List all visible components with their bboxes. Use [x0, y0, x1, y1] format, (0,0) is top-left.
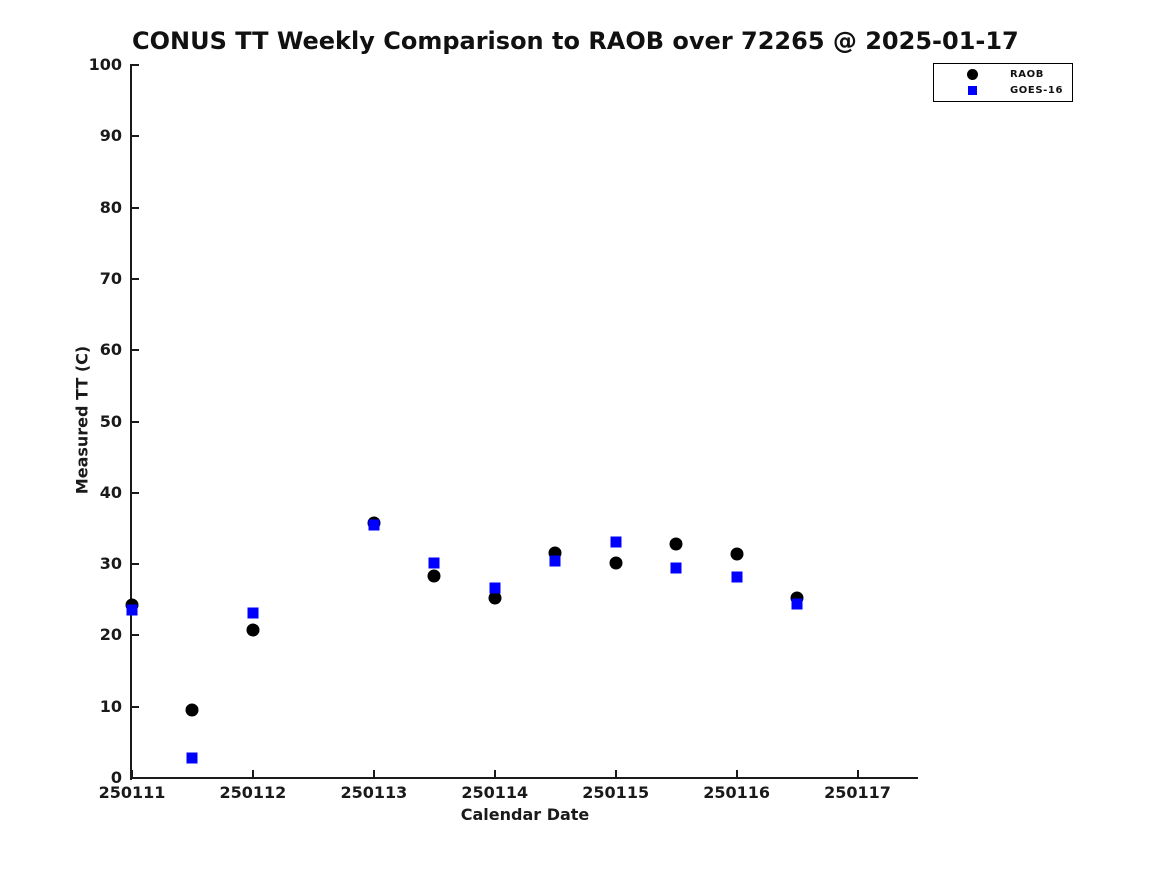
- y-axis-tick-label: 70: [99, 268, 122, 288]
- y-axis-tick: [132, 349, 139, 352]
- x-axis-tick-label: 250111: [98, 783, 166, 802]
- x-axis-tick: [372, 770, 375, 777]
- legend-label-raob: RAOB: [1010, 69, 1044, 80]
- data-point-goes-16: [126, 604, 138, 616]
- data-point-goes-16: [489, 582, 501, 594]
- y-axis-tick-label: 60: [99, 340, 122, 360]
- y-axis-tick: [132, 64, 139, 66]
- data-point-goes-16: [549, 555, 561, 567]
- y-axis-tick-label: 10: [99, 696, 122, 716]
- legend-entry-raob: RAOB: [934, 67, 1072, 83]
- chart-title: CONUS TT Weekly Comparison to RAOB over …: [132, 27, 1019, 55]
- x-axis-tick-label: 250117: [824, 783, 891, 802]
- legend-label-goes-16: GOES-16: [1010, 85, 1064, 96]
- data-point-goes-16: [428, 557, 440, 569]
- data-point-raob: [185, 703, 199, 717]
- legend-marker-cell: [934, 86, 1010, 95]
- data-point-raob: [488, 591, 502, 605]
- x-axis-tick-label: 250116: [703, 783, 770, 802]
- data-point-goes-16: [670, 562, 682, 574]
- x-axis-label: Calendar Date: [460, 805, 590, 824]
- goes-16-square-marker-icon: [967, 86, 977, 95]
- x-axis-tick: [735, 770, 738, 777]
- y-axis-tick-label: 50: [99, 411, 122, 431]
- x-axis-tick-label: 250112: [219, 783, 287, 802]
- data-point-raob: [669, 537, 683, 551]
- data-point-goes-16: [731, 571, 743, 583]
- data-point-goes-16: [186, 752, 198, 764]
- data-point-goes-16: [247, 607, 259, 619]
- y-axis-tick-label: 100: [88, 55, 122, 74]
- y-axis-tick: [132, 135, 139, 138]
- y-axis-tick-label: 0: [110, 768, 122, 787]
- data-point-raob: [730, 547, 744, 561]
- x-axis-tick: [856, 770, 859, 777]
- y-axis-tick: [132, 777, 139, 779]
- x-axis-tick: [493, 770, 496, 777]
- y-axis-tick: [132, 634, 139, 637]
- legend: RAOB GOES-16: [933, 63, 1073, 102]
- y-axis-tick-label: 40: [99, 482, 122, 502]
- data-point-raob: [609, 556, 623, 570]
- y-axis-tick: [132, 563, 139, 566]
- y-axis-tick: [132, 277, 139, 280]
- y-axis-line: [130, 64, 132, 780]
- y-axis-tick: [132, 705, 139, 708]
- data-point-raob: [427, 569, 441, 583]
- x-axis-tick-label: 250113: [340, 783, 408, 802]
- x-axis-line: [130, 777, 918, 779]
- y-axis-tick-label: 20: [99, 625, 122, 645]
- data-point-goes-16: [368, 519, 380, 531]
- x-axis-tick: [131, 770, 133, 777]
- x-axis-tick: [251, 770, 254, 777]
- y-axis-tick-label: 30: [99, 554, 122, 574]
- legend-marker-cell: [934, 69, 1010, 80]
- x-axis-tick-label: 250115: [582, 783, 650, 802]
- y-axis-tick-label: 80: [99, 197, 122, 217]
- data-point-goes-16: [610, 536, 622, 548]
- y-axis-tick: [132, 420, 139, 423]
- data-point-raob: [246, 623, 260, 637]
- data-point-goes-16: [791, 598, 803, 610]
- legend-entry-goes-16: GOES-16: [934, 83, 1072, 99]
- raob-circle-marker-icon: [966, 69, 978, 80]
- y-axis-tick: [132, 206, 139, 209]
- x-axis-tick: [614, 770, 617, 777]
- x-axis-tick-label: 250114: [461, 783, 529, 802]
- y-axis-tick: [132, 491, 139, 494]
- y-axis-tick-label: 90: [99, 126, 122, 146]
